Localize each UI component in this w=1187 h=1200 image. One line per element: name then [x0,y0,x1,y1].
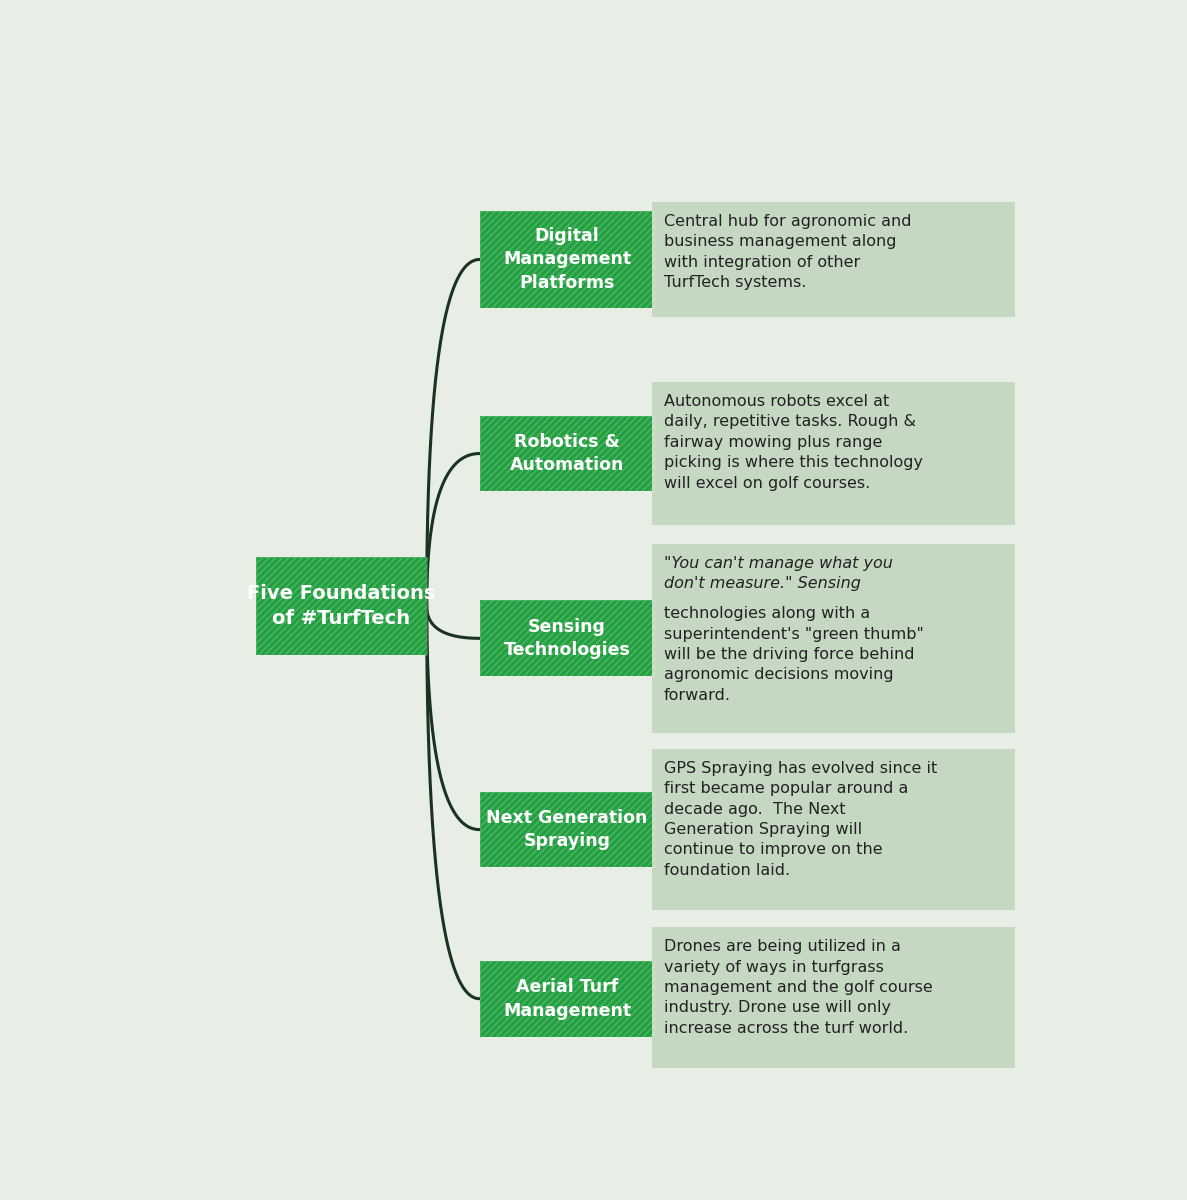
Text: Autonomous robots excel at
daily, repetitive tasks. Rough &
fairway mowing plus : Autonomous robots excel at daily, repeti… [664,394,923,491]
FancyBboxPatch shape [480,211,654,308]
Text: Five Foundations
of #TurfTech: Five Foundations of #TurfTech [247,584,436,628]
FancyBboxPatch shape [480,792,654,868]
Text: Next Generation
Spraying: Next Generation Spraying [487,809,648,851]
Text: Aerial Turf
Management: Aerial Turf Management [503,978,631,1020]
Text: Drones are being utilized in a
variety of ways in turfgrass
management and the g: Drones are being utilized in a variety o… [664,940,933,1036]
Text: Central hub for agronomic and
business management along
with integration of othe: Central hub for agronomic and business m… [664,214,912,290]
FancyBboxPatch shape [652,382,1015,526]
Text: Sensing
Technologies: Sensing Technologies [503,618,630,659]
Text: Digital
Management
Platforms: Digital Management Platforms [503,227,631,292]
FancyBboxPatch shape [652,202,1015,317]
Text: "You can't manage what you
don't measure." Sensing: "You can't manage what you don't measure… [664,556,893,592]
Text: technologies along with a
superintendent's "green thumb"
will be the driving for: technologies along with a superintendent… [664,606,923,703]
Text: GPS Spraying has evolved since it
first became popular around a
decade ago.  The: GPS Spraying has evolved since it first … [664,761,938,877]
FancyBboxPatch shape [480,415,654,492]
FancyBboxPatch shape [480,961,654,1037]
FancyBboxPatch shape [652,749,1015,911]
FancyBboxPatch shape [480,600,654,677]
FancyBboxPatch shape [652,928,1015,1070]
Text: Robotics &
Automation: Robotics & Automation [509,433,624,474]
FancyBboxPatch shape [652,544,1015,733]
FancyBboxPatch shape [256,558,426,654]
